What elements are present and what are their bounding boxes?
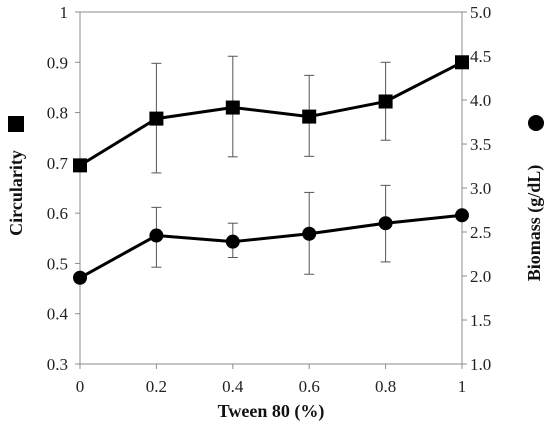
- left-y-tick-label: 0.5: [47, 254, 68, 273]
- x-tick-label: 0.4: [222, 377, 244, 396]
- left-y-tick-label: 1: [60, 3, 69, 22]
- x-tick-label: 1: [458, 377, 467, 396]
- circle-data-point: [302, 226, 317, 241]
- series-layer: [73, 55, 469, 285]
- square-data-point: [73, 158, 87, 173]
- left-y-tick-label: 0.3: [47, 355, 68, 374]
- left-y-axis-title: Circularity: [6, 150, 26, 236]
- right-y-axis-ticks: 1.0 1.5 2.0 2.5 3.0 3.5 4.0 4.5 5.0: [462, 3, 491, 374]
- circle-data-point: [378, 216, 393, 231]
- left-y-tick-label: 0.7: [47, 154, 69, 173]
- left-y-tick-label: 0.4: [47, 305, 69, 324]
- square-data-point: [378, 94, 393, 109]
- circle-data-point: [455, 208, 469, 223]
- square-data-point: [149, 111, 164, 126]
- x-tick-label: 0.8: [375, 377, 396, 396]
- left-y-tick-label: 0.8: [47, 104, 68, 123]
- left-y-tick-label: 0.6: [47, 204, 68, 223]
- circle-series-line: [79, 213, 463, 280]
- x-axis-ticks: 0 0.2 0.4 0.6 0.8 1: [76, 364, 467, 396]
- right-y-tick-label: 3.0: [470, 179, 491, 198]
- square-data-point: [302, 109, 317, 124]
- right-axis-circle-marker-legend: [528, 115, 544, 131]
- circle-data-point: [225, 234, 240, 249]
- x-tick-label: 0.2: [146, 377, 167, 396]
- right-y-axis-title: Biomass (g/dL): [524, 165, 545, 282]
- circle-data-point: [149, 228, 164, 243]
- x-tick-label: 0.6: [299, 377, 320, 396]
- right-y-tick-label: 4.0: [470, 91, 491, 110]
- x-axis-title: Tween 80 (%): [218, 401, 325, 422]
- right-y-tick-label: 3.5: [470, 135, 491, 154]
- square-series-line: [79, 60, 463, 167]
- square-data-point: [225, 100, 240, 115]
- left-y-tick-label: 0.9: [47, 53, 68, 72]
- right-y-tick-label: 1.0: [470, 355, 491, 374]
- right-y-tick-label: 4.5: [470, 47, 491, 66]
- plot-frame: [79, 11, 463, 365]
- right-y-tick-label: 5.0: [470, 3, 491, 22]
- left-y-axis-ticks: 0.3 0.4 0.5 0.6 0.7 0.8 0.9 1: [47, 3, 80, 374]
- right-y-tick-label: 2.0: [470, 267, 491, 286]
- right-y-tick-label: 1.5: [470, 311, 491, 330]
- circle-data-point: [73, 270, 87, 285]
- right-y-tick-label: 2.5: [470, 223, 491, 242]
- square-data-point: [455, 55, 469, 70]
- left-axis-square-marker-legend: [8, 116, 24, 132]
- x-tick-label: 0: [76, 377, 85, 396]
